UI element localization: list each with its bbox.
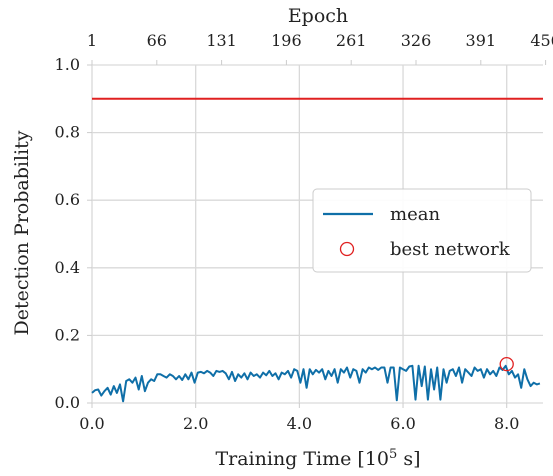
x-tick-label: 6.0 xyxy=(390,414,415,433)
legend: mean best network xyxy=(312,188,532,273)
top-tick-label: 1 xyxy=(87,31,97,50)
x-axis-title: Training Time [105 s] xyxy=(215,447,420,470)
x-tick-label: 8.0 xyxy=(494,414,519,433)
x-tick-label: 4.0 xyxy=(287,414,312,433)
tick-marks xyxy=(87,60,547,408)
legend-best-network-label: best network xyxy=(390,239,511,260)
y-tick-label: 0.6 xyxy=(55,190,80,209)
grid-lines xyxy=(91,64,543,404)
x-tick-label: 2.0 xyxy=(183,414,208,433)
y-tick-label: 1.0 xyxy=(55,55,80,74)
legend-mean-label: mean xyxy=(390,204,440,225)
top-tick-label: 261 xyxy=(336,31,367,50)
top-tick-label: 456 xyxy=(530,31,553,50)
x-tick-label: 0.0 xyxy=(79,414,104,433)
top-tick-label: 131 xyxy=(206,31,237,50)
y-tick-label: 0.4 xyxy=(55,258,80,277)
top-tick-label: 391 xyxy=(466,31,497,50)
top-tick-label: 66 xyxy=(147,31,167,50)
y-tick-label: 0.8 xyxy=(55,123,80,142)
top-tick-label: 196 xyxy=(271,31,302,50)
tick-labels: 0.0 0.2 0.4 0.6 0.8 1.0 0.0 2.0 4.0 6.0 8.0 1 66 131 1… xyxy=(55,31,553,433)
mean-series-line xyxy=(91,364,541,403)
legend-best-network-swatch xyxy=(339,241,355,257)
top-tick-label: 326 xyxy=(401,31,432,50)
y-tick-label: 0.2 xyxy=(55,325,80,344)
y-axis-title: Detection Probability xyxy=(11,130,33,335)
best-network-marker xyxy=(499,356,514,372)
legend-box xyxy=(312,188,532,273)
top-axis-title: Epoch xyxy=(288,5,348,27)
y-tick-label: 0.0 xyxy=(55,393,80,412)
